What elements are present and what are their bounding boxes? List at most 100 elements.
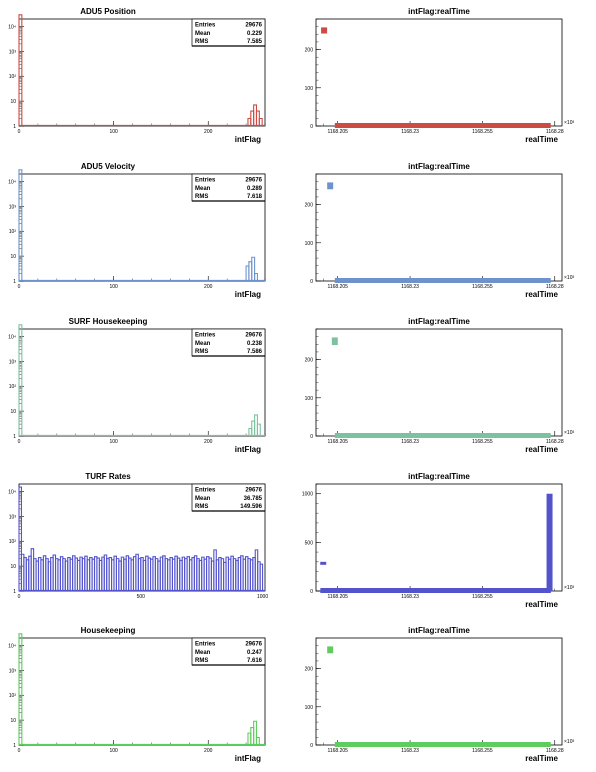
y-tick-label: 100 — [305, 396, 314, 402]
stats-label: Mean — [195, 650, 211, 656]
scatter-dense-band — [334, 588, 551, 593]
stats-box — [191, 328, 266, 357]
x-axis-label: realTime — [525, 445, 558, 454]
y-tick-label: 0 — [310, 279, 313, 285]
histogram-bin — [254, 272, 258, 281]
stats-value: 7.618 — [247, 194, 263, 200]
x-tick-label: 1168.28 — [546, 748, 564, 754]
y-tick-label: 10³ — [9, 359, 17, 365]
stats-box — [191, 18, 266, 47]
stats-label: RMS — [195, 658, 208, 664]
x-tick-label: 1168.255 — [472, 594, 493, 600]
histogram-bin — [18, 324, 23, 436]
y-tick-label: 1 — [13, 124, 16, 130]
histogram-bin — [256, 423, 261, 436]
scatter-baseline-band — [334, 123, 551, 128]
x-tick-label: 0 — [18, 439, 21, 445]
x-axis-label: intFlag — [235, 135, 261, 144]
x-tick-label: 1168.205 — [327, 748, 348, 754]
x-tick-label: 200 — [204, 748, 213, 754]
x-tick-label: 1168.23 — [401, 748, 419, 754]
histogram-bin — [18, 633, 23, 745]
x-tick-label: 100 — [109, 439, 118, 445]
plot-frame — [315, 483, 563, 592]
y-tick-label: 200 — [305, 48, 314, 54]
x-tick-label: 200 — [204, 284, 213, 290]
stats-value: 29676 — [245, 333, 262, 339]
y-tick-label: 200 — [305, 667, 314, 673]
x-tick-label: 0 — [18, 284, 21, 290]
stats-value: 29676 — [245, 23, 262, 29]
stats-value: 0.238 — [247, 341, 263, 347]
stats-value: 0.289 — [247, 186, 263, 192]
histogram-bin — [258, 117, 263, 126]
stats-label: RMS — [195, 349, 208, 355]
stats-value: 0.247 — [247, 650, 263, 656]
x-tick-label: 1000 — [257, 594, 268, 600]
y-tick-label: 100 — [305, 241, 314, 247]
x-axis-label: realTime — [525, 600, 558, 609]
stats-label: Entries — [195, 333, 216, 339]
panel-title: intFlag:realTime — [408, 626, 470, 635]
y-tick-label: 1000 — [302, 492, 313, 498]
stats-value: 29676 — [245, 642, 262, 648]
scatter-baseline-band — [334, 742, 551, 747]
histogram-bin — [18, 169, 23, 281]
y-tick-label: 10 — [10, 99, 16, 105]
x-tick-label: 1168.23 — [401, 594, 419, 600]
y-tick-label: 10⁴ — [8, 334, 16, 340]
y-tick-label: 1 — [13, 589, 16, 595]
x-multiplier: ×10³ — [564, 585, 574, 591]
stats-value: 149.596 — [240, 504, 262, 510]
stats-label: Entries — [195, 642, 216, 648]
scatter-vertical-strip — [546, 493, 553, 591]
stats-value: 7.616 — [247, 658, 263, 664]
stats-box — [191, 637, 266, 666]
stats-value: 7.585 — [247, 39, 263, 45]
y-tick-label: 10² — [9, 229, 17, 235]
histogram-bin — [251, 256, 256, 281]
y-tick-label: 10⁴ — [8, 643, 16, 649]
x-multiplier: ×10³ — [564, 430, 574, 436]
panel-title: ADU5 Position — [80, 7, 136, 16]
x-tick-label: 1168.255 — [472, 129, 493, 135]
panel-title: ADU5 Velocity — [81, 162, 136, 171]
x-tick-label: 1168.255 — [472, 284, 493, 290]
stats-label: Entries — [195, 488, 216, 494]
stats-label: Entries — [195, 23, 216, 29]
x-tick-label: 1168.255 — [472, 439, 493, 445]
scatter-cluster — [320, 561, 327, 565]
histogram-bin — [18, 486, 22, 591]
y-tick-label: 0 — [310, 434, 313, 440]
scatter-baseline-band — [334, 278, 551, 283]
y-tick-label: 100 — [305, 86, 314, 92]
x-tick-label: 1168.23 — [401, 129, 419, 135]
panel-title: intFlag:realTime — [408, 7, 470, 16]
x-axis-label: intFlag — [235, 290, 261, 299]
x-tick-label: 1168.28 — [546, 129, 564, 135]
panel-title: intFlag:realTime — [408, 317, 470, 326]
x-tick-label: 100 — [109, 284, 118, 290]
x-multiplier: ×10³ — [564, 739, 574, 745]
y-tick-label: 1 — [13, 434, 16, 440]
x-tick-label: 1168.205 — [327, 594, 348, 600]
y-tick-label: 100 — [305, 705, 314, 711]
x-tick-label: 500 — [137, 594, 146, 600]
histogram-bin — [255, 736, 260, 745]
stats-label: Mean — [195, 496, 211, 502]
stats-label: Mean — [195, 31, 211, 37]
y-tick-label: 0 — [310, 743, 313, 749]
y-tick-label: 10 — [10, 409, 16, 415]
stats-box — [191, 173, 266, 202]
stats-label: RMS — [195, 504, 208, 510]
panel-title: TURF Rates — [85, 472, 131, 481]
plot-frame — [315, 328, 563, 437]
stats-label: Mean — [195, 186, 211, 192]
panel-title: Housekeeping — [81, 626, 136, 635]
x-axis-label: realTime — [525, 754, 558, 763]
y-tick-label: 10 — [10, 254, 16, 260]
x-tick-label: 1168.205 — [327, 439, 348, 445]
scatter-cluster — [327, 182, 334, 190]
y-tick-label: 10³ — [9, 49, 17, 55]
x-tick-label: 1168.255 — [472, 748, 493, 754]
